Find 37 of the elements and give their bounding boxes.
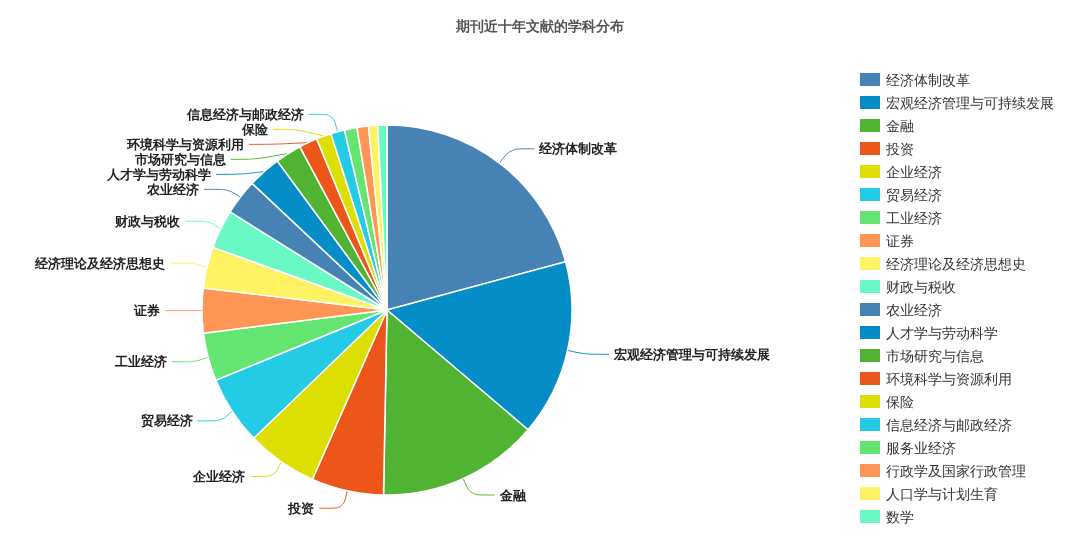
legend-label: 金融 — [886, 117, 914, 134]
legend-label: 人才学与劳动科学 — [886, 324, 998, 341]
legend-label: 经济体制改革 — [886, 71, 970, 88]
slice-label: 经济体制改革 — [538, 141, 618, 157]
slice-label: 企业经济 — [192, 468, 246, 484]
slice-label: 保险 — [240, 121, 269, 137]
legend-label: 行政学及国家行政管理 — [886, 462, 1026, 479]
legend-label: 贸易经济 — [886, 186, 942, 203]
chart-title: 期刊近十年文献的学科分布 — [455, 18, 624, 34]
slice-label: 经济理论及经济思想史 — [34, 255, 166, 271]
legend-label: 财政与税收 — [886, 278, 956, 295]
legend-label: 环境科学与资源利用 — [886, 370, 1012, 387]
legend-label: 农业经济 — [886, 301, 942, 318]
slice-label: 金融 — [498, 487, 527, 503]
slice-label: 证券 — [133, 303, 160, 319]
legend-label: 经济理论及经济思想史 — [886, 255, 1026, 272]
legend-label: 信息经济与邮政经济 — [886, 416, 1012, 433]
legend-label: 数学 — [886, 508, 914, 525]
legend-label: 企业经济 — [886, 163, 942, 180]
slice-label: 投资 — [287, 500, 315, 516]
slice-label: 环境科学与资源利用 — [125, 136, 244, 152]
slice-label: 农业经济 — [146, 181, 200, 197]
legend-label: 市场研究与信息 — [886, 347, 984, 364]
slice-label: 人才学与劳动科学 — [106, 166, 212, 182]
legend-label: 投资 — [885, 140, 914, 157]
legend-label: 工业经济 — [886, 209, 942, 226]
slice-label: 宏观经济管理与可持续发展 — [613, 346, 771, 362]
legend-label: 证券 — [886, 232, 914, 249]
slice-label: 贸易经济 — [140, 413, 193, 429]
legend-label: 服务业经济 — [886, 439, 956, 456]
slice-label: 市场研究与信息 — [133, 151, 227, 167]
legend-label: 人口学与计划生育 — [886, 485, 998, 502]
legend-label: 宏观经济管理与可持续发展 — [886, 94, 1054, 111]
slice-label: 信息经济与邮政经济 — [185, 106, 304, 122]
legend-label: 保险 — [886, 393, 914, 410]
slice-label: 工业经济 — [113, 354, 167, 370]
slice-label: 财政与税收 — [114, 213, 182, 229]
